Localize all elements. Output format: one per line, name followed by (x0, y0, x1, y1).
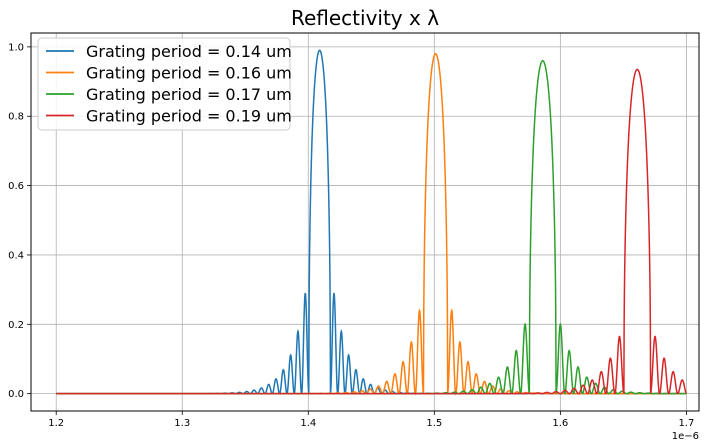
series-lines (56, 49, 688, 396)
legend-entry: Grating period = 0.19 um (86, 107, 292, 126)
legend-entry: Grating period = 0.14 um (86, 42, 292, 61)
x-tick-label: 1.7 (678, 418, 694, 429)
y-tick-label: 0.2 (8, 320, 24, 331)
legend-box (37, 37, 291, 131)
ticks: 1.2 1.3 1.4 1.5 1.6 1.7 0.0 0.2 0.4 0.6 0.8 1.0 (8, 42, 694, 429)
y-tick-label: 0.0 (8, 389, 24, 400)
y-tick-label: 0.6 (8, 181, 24, 192)
legend-entry: Grating period = 0.17 um (86, 85, 292, 104)
x-tick-label: 1.3 (174, 418, 190, 429)
y-tick-label: 1.0 (8, 42, 24, 53)
x-offset-label: 1e−6 (672, 431, 699, 442)
y-tick-label: 0.8 (8, 112, 24, 123)
legend: Grating period = 0.14 um Grating period =… (37, 37, 292, 131)
x-tick-label: 1.4 (300, 418, 316, 429)
x-tick-label: 1.2 (48, 418, 64, 429)
y-tick-label: 0.4 (8, 250, 24, 261)
legend-entry: Grating period = 0.16 um (86, 64, 292, 83)
x-tick-label: 1.5 (426, 418, 442, 429)
chart-title: Reflectivity x λ (291, 6, 439, 30)
x-tick-label: 1.6 (552, 418, 568, 429)
axes-frame (30, 32, 700, 412)
series-line-4 (56, 68, 688, 395)
